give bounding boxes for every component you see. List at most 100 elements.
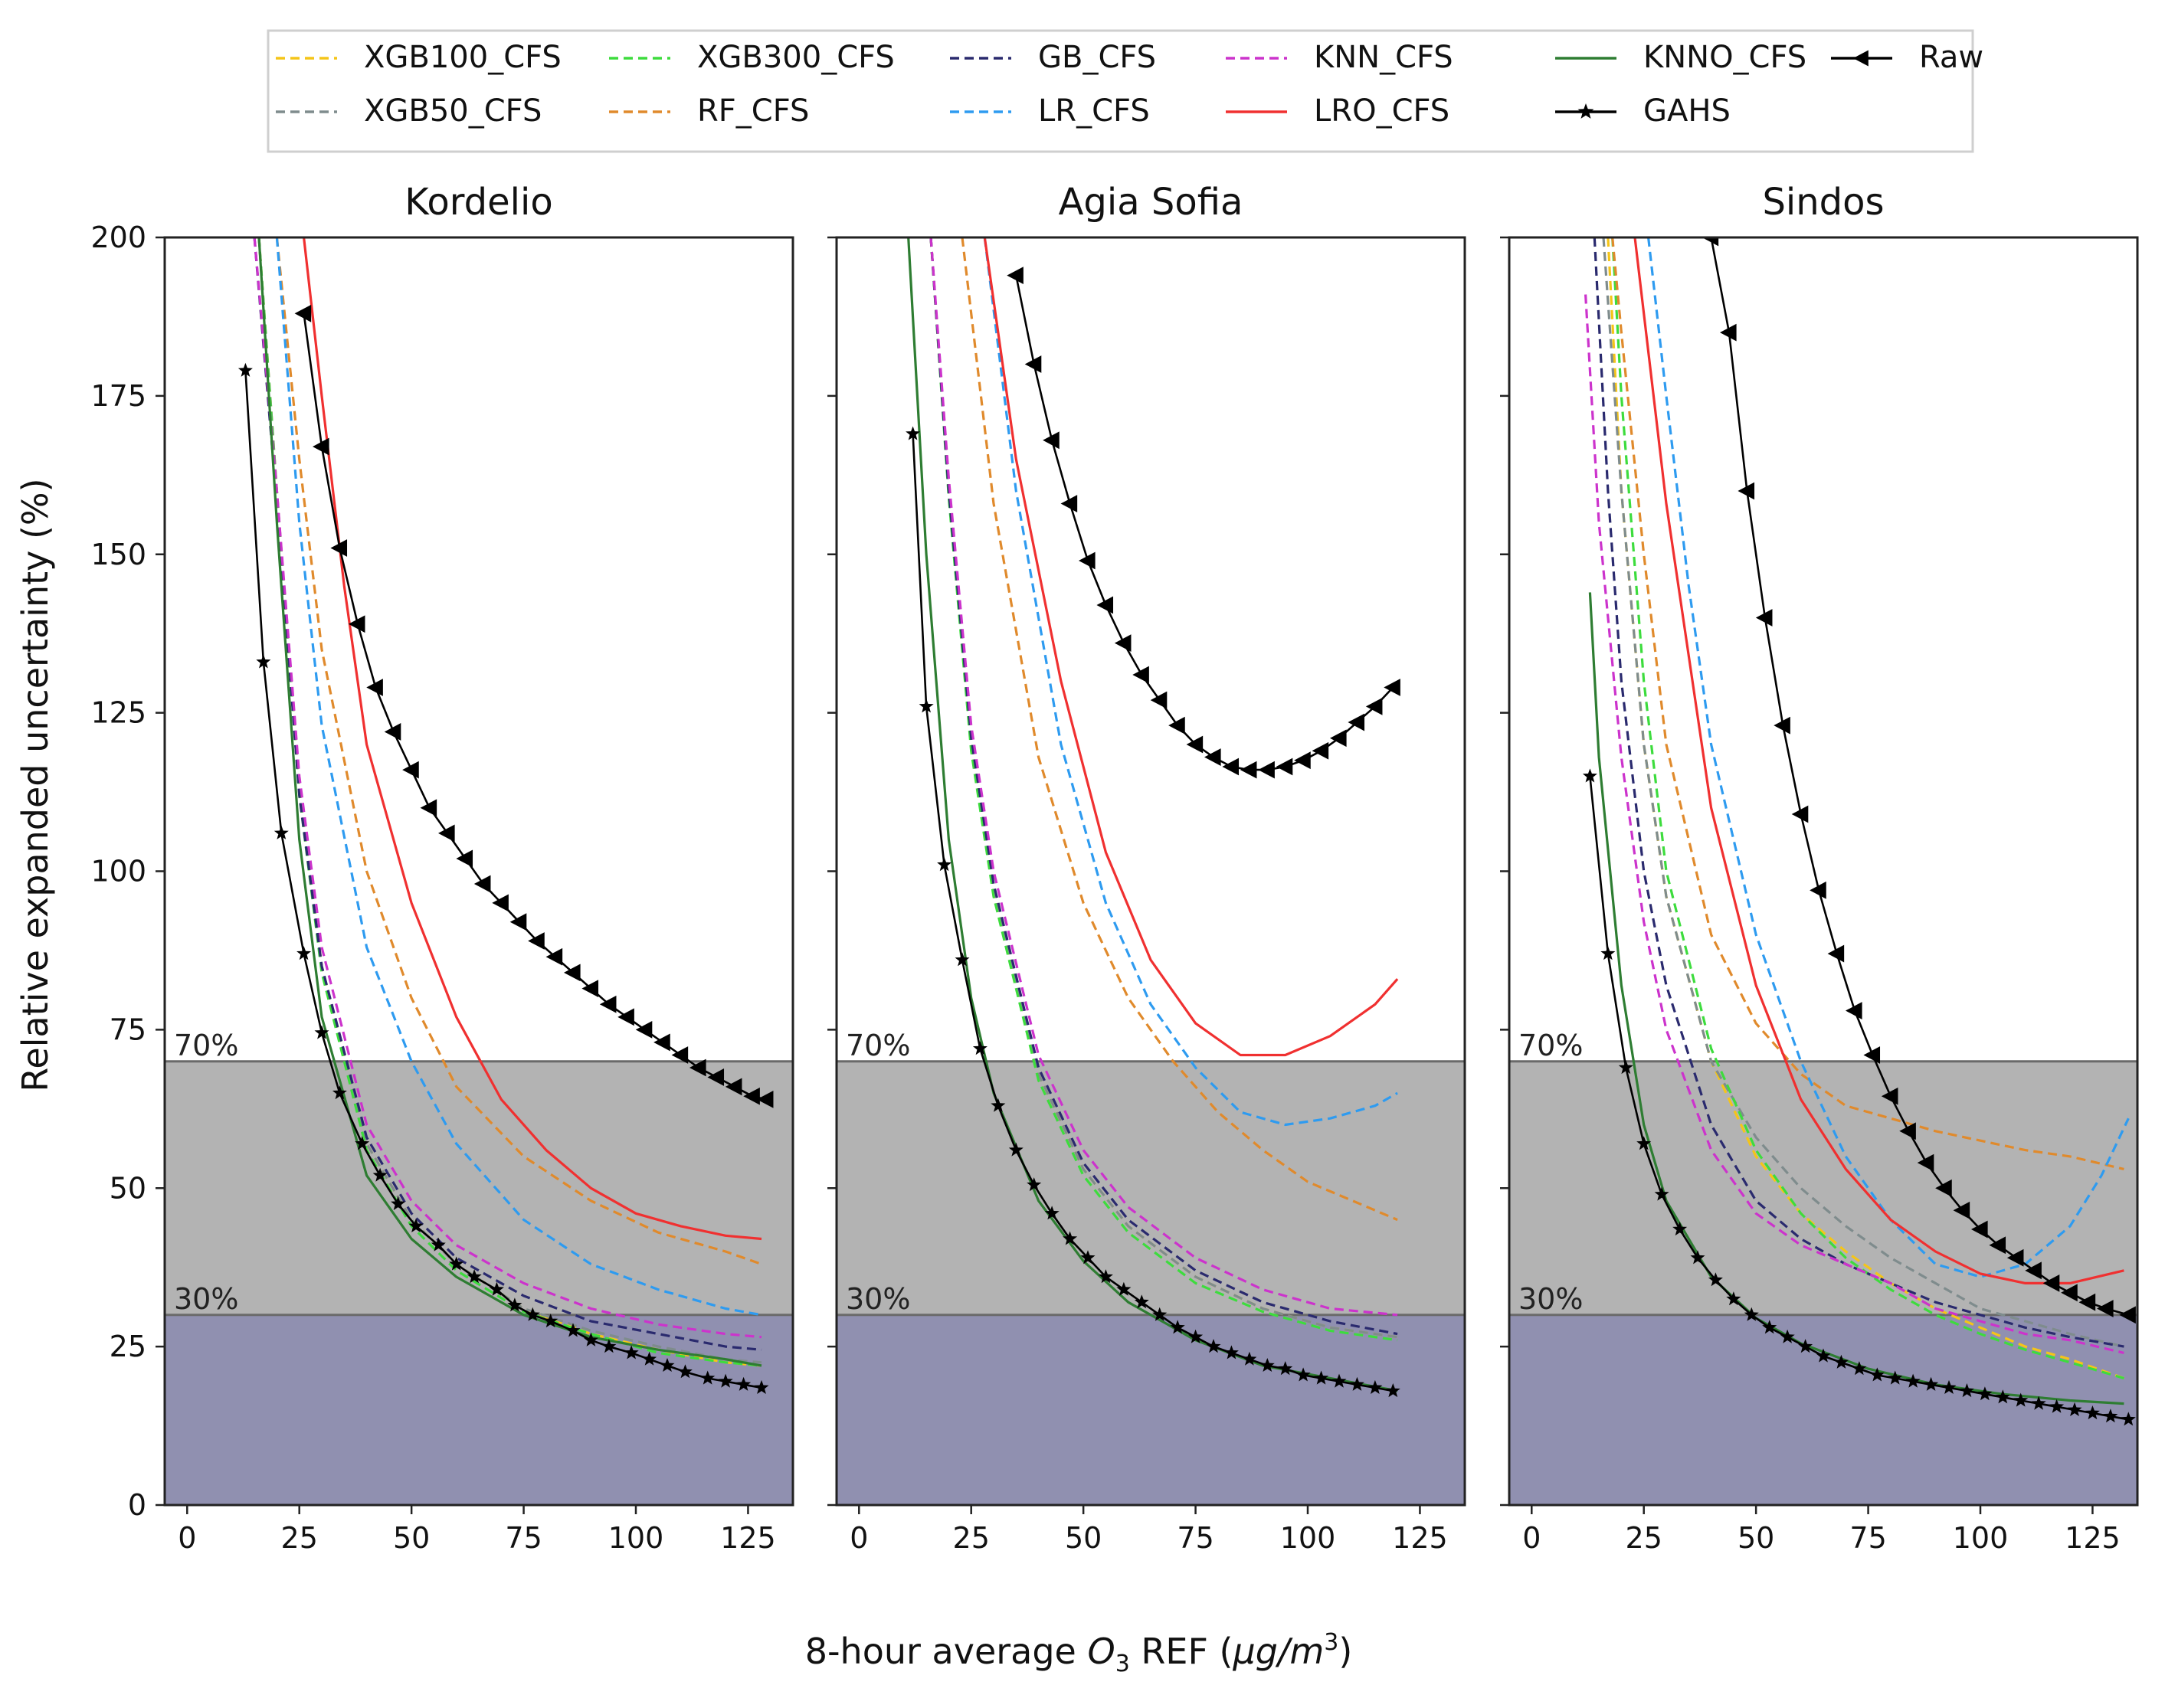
- legend-label: GB_CFS: [1038, 40, 1156, 75]
- data-point-triangle: [2097, 1300, 2114, 1317]
- data-point-star: [677, 1364, 693, 1379]
- series-lro-cfs: [1633, 237, 2124, 1285]
- data-point-triangle: [1755, 609, 1773, 627]
- legend-box: [267, 29, 1974, 153]
- data-point-star: [431, 1237, 446, 1252]
- data-point-triangle: [1738, 482, 1755, 500]
- data-point-star: [2121, 1412, 2136, 1426]
- data-point-triangle: [599, 995, 617, 1013]
- data-point-triangle: [2025, 1261, 2042, 1280]
- x-tick-label: 0: [178, 1521, 196, 1555]
- y-tick-label: 75: [110, 1013, 146, 1046]
- data-point-triangle: [1168, 716, 1185, 735]
- data-point-triangle: [725, 1078, 742, 1096]
- panel-kordelio: 70% 30% Kordelio 0 25 50 75 100 125 0 25 50 75 100 125…: [90, 181, 794, 1555]
- series-line: [1584, 294, 2124, 1354]
- data-point-star: [2085, 1405, 2100, 1420]
- band-0: [837, 1314, 1465, 1505]
- panel-sindos: 70% 30% Sindos 0 25 50 75 100 125: [1500, 181, 2139, 1555]
- data-point-star: [1618, 1060, 1633, 1075]
- data-point-star: [1636, 1136, 1652, 1150]
- data-point-triangle: [1899, 1122, 1916, 1140]
- data-point-triangle: [545, 947, 563, 966]
- data-point-star: [2031, 1396, 2046, 1410]
- data-point-star: [1977, 1386, 1993, 1401]
- data-point-triangle: [1791, 805, 1809, 823]
- data-point-star: [700, 1370, 716, 1385]
- data-point-triangle: [671, 1046, 689, 1064]
- data-point-triangle: [1917, 1153, 1934, 1172]
- data-point-star: [372, 1167, 388, 1182]
- data-point-star: [1027, 1177, 1042, 1192]
- data-point-star: [1385, 1383, 1400, 1398]
- data-point-triangle: [1114, 634, 1132, 652]
- x-tick-label: 50: [1065, 1521, 1102, 1555]
- band-label-70: 70%: [1518, 1029, 1583, 1062]
- data-point-triangle: [1294, 751, 1311, 770]
- data-point-triangle: [1827, 944, 1845, 963]
- series-lr-cfs: [983, 237, 1398, 1127]
- legend-item-xgb100-cfs: XGB100_CFS: [276, 40, 562, 75]
- x-tick-label: 0: [1522, 1521, 1541, 1555]
- data-point-triangle: [473, 875, 491, 893]
- y-tick-label: 0: [128, 1488, 146, 1522]
- data-point-star: [642, 1351, 657, 1366]
- data-point-star: [1259, 1358, 1275, 1372]
- y-tick-label: 50: [110, 1171, 146, 1205]
- band-0: [1509, 1314, 2137, 1505]
- series-xgb300-cfs: [1611, 237, 2124, 1380]
- data-point-star: [1206, 1339, 1221, 1353]
- data-point-triangle: [1024, 355, 1042, 373]
- data-point-triangle: [689, 1059, 706, 1077]
- series-line: [275, 237, 762, 1266]
- x-tick-label: 100: [608, 1521, 664, 1555]
- data-point-star: [1278, 1361, 1293, 1376]
- data-point-star: [1367, 1379, 1383, 1394]
- x-tick-label: 25: [953, 1521, 990, 1555]
- series-line: [257, 237, 762, 1367]
- series-lr-cfs: [1647, 237, 2130, 1278]
- data-point-triangle: [1720, 323, 1737, 342]
- panels: 70% 30% Kordelio 0 25 50 75 100 125 0 25 50 75 100 125…: [90, 181, 2139, 1555]
- band-label-70: 70%: [846, 1029, 910, 1062]
- x-tick-label: 100: [1280, 1521, 1336, 1555]
- data-point-triangle: [2078, 1293, 2096, 1311]
- series-line: [1015, 275, 1394, 771]
- data-point-star: [1063, 1231, 1078, 1245]
- data-point-triangle: [366, 679, 383, 696]
- data-point-triangle: [1222, 757, 1240, 776]
- series-knn-cfs: [929, 237, 1398, 1317]
- legend-item-xgb50-cfs: XGB50_CFS: [276, 93, 542, 129]
- data-point-triangle: [330, 539, 348, 557]
- panel-series: [1582, 237, 2136, 1426]
- data-point-star: [583, 1332, 598, 1346]
- data-point-star: [624, 1345, 639, 1360]
- legend-item-lr-cfs: LR_CFS: [950, 93, 1150, 129]
- legend-label: XGB50_CFS: [364, 93, 542, 129]
- legend-item-lro-cfs: LRO_CFS: [1226, 93, 1449, 129]
- data-point-triangle: [1774, 716, 1790, 735]
- data-point-star: [565, 1323, 581, 1337]
- panel-title: Agia Sofia: [1059, 181, 1243, 224]
- data-point-star: [1744, 1307, 1759, 1321]
- data-point-star: [1116, 1281, 1132, 1296]
- panel-agia-sofia: 70% 30% Agia Sofia 0 25 50 75 100 125: [827, 181, 1466, 1555]
- data-point-star: [1995, 1389, 2010, 1404]
- x-tick-label: 125: [720, 1521, 776, 1555]
- data-point-star: [507, 1297, 522, 1312]
- data-point-star: [718, 1373, 733, 1388]
- data-point-star: [955, 952, 970, 967]
- series-xgb50-cfs: [1602, 237, 2124, 1348]
- data-point-star: [256, 654, 271, 669]
- data-point-star: [601, 1339, 617, 1353]
- series-rf-cfs: [275, 237, 762, 1266]
- data-point-triangle: [1846, 1002, 1862, 1019]
- data-point-triangle: [653, 1033, 670, 1052]
- data-point-triangle: [743, 1087, 760, 1105]
- data-point-triangle: [707, 1068, 725, 1086]
- data-point-star: [1726, 1291, 1741, 1306]
- data-point-triangle: [617, 1008, 634, 1026]
- series-line: [244, 370, 762, 1389]
- legend-item-gahs: GAHS: [1555, 93, 1731, 129]
- data-point-star: [1654, 1186, 1669, 1201]
